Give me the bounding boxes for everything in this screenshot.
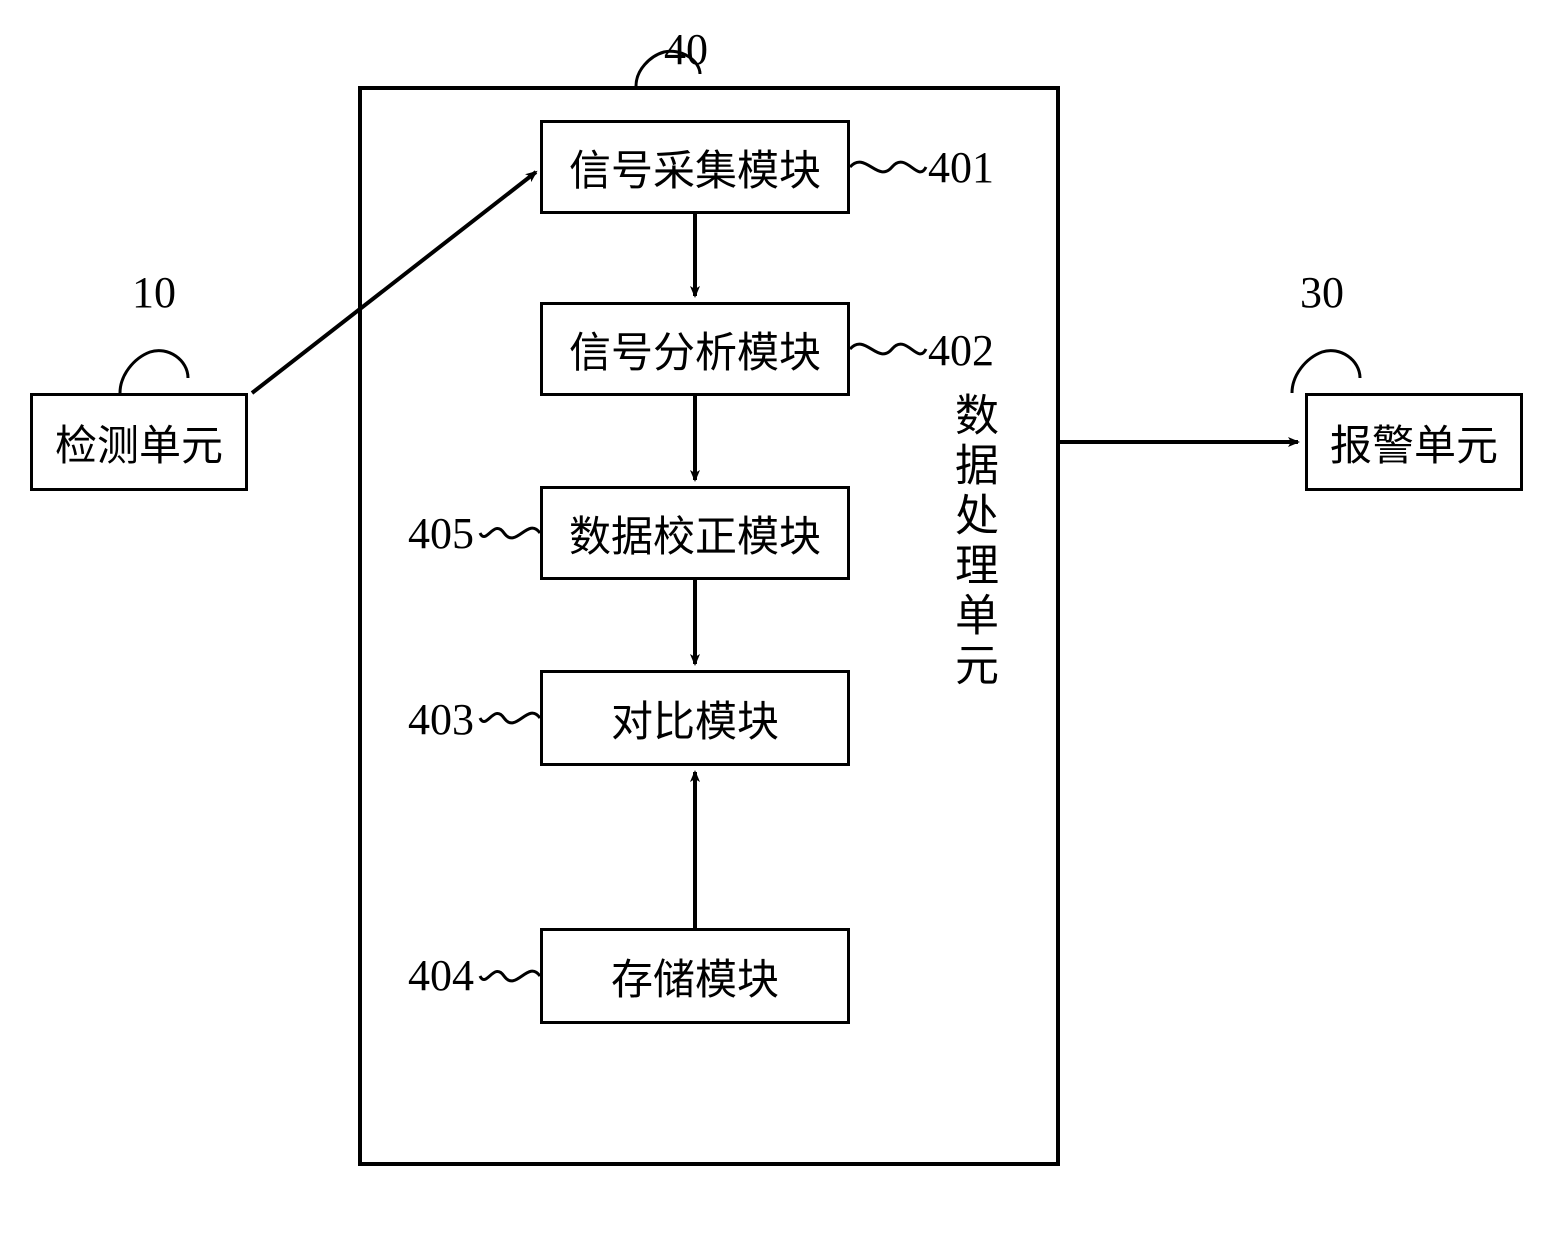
ref-label-10: 10 <box>132 267 176 318</box>
compare-label: 对比模块 <box>611 688 779 749</box>
detection-unit-label: 检测单元 <box>55 412 223 473</box>
data-correction-box: 数据校正模块 <box>540 486 850 580</box>
signal-analysis-label: 信号分析模块 <box>569 319 821 380</box>
signal-acquisition-box: 信号采集模块 <box>540 120 850 214</box>
ref-label-401: 401 <box>928 142 994 193</box>
signal-acquisition-label: 信号采集模块 <box>569 137 821 198</box>
lead-10 <box>120 351 188 393</box>
ref-label-402: 402 <box>928 325 994 376</box>
ref-label-40: 40 <box>664 24 708 75</box>
data-correction-label: 数据校正模块 <box>569 503 821 564</box>
alarm-unit-label: 报警单元 <box>1330 412 1498 473</box>
compare-box: 对比模块 <box>540 670 850 766</box>
signal-analysis-box: 信号分析模块 <box>540 302 850 396</box>
detection-unit-box: 检测单元 <box>30 393 248 491</box>
ref-label-404: 404 <box>408 950 474 1001</box>
storage-box: 存储模块 <box>540 928 850 1024</box>
ref-label-405: 405 <box>408 508 474 559</box>
ref-label-30: 30 <box>1300 267 1344 318</box>
diagram-canvas: 检测单元 报警单元 信号采集模块 信号分析模块 数据校正模块 对比模块 存储模块… <box>0 0 1556 1233</box>
container-vertical-label: 数据处理单元 <box>940 392 1004 692</box>
lead-30 <box>1292 351 1360 393</box>
ref-label-403: 403 <box>408 694 474 745</box>
storage-label: 存储模块 <box>611 946 779 1007</box>
alarm-unit-box: 报警单元 <box>1305 393 1523 491</box>
